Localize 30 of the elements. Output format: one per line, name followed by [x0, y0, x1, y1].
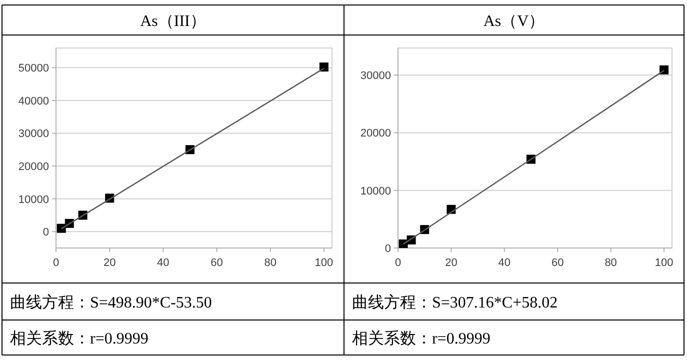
x-tick-label: 80: [604, 257, 617, 269]
y-tick-label: 20000: [360, 128, 391, 140]
y-tick-label: 10000: [360, 185, 391, 198]
text: 曲线方程：S=498.90*C-53.50: [10, 294, 212, 312]
x-tick-label: 0: [394, 257, 402, 269]
x-tick-label: 100: [314, 257, 334, 269]
y-tick-label: 20000: [18, 161, 49, 174]
point: [660, 65, 669, 74]
x-tick-label: 100: [654, 257, 674, 269]
x-tick-label: 20: [445, 257, 458, 269]
chart-title: As（V）: [483, 13, 545, 30]
x-tick-label: 20: [103, 257, 116, 269]
x-tick-label: 40: [157, 257, 170, 269]
y-tick-label: 30000: [360, 70, 391, 82]
y-tick-label: 10000: [18, 194, 49, 206]
chart-title: As（III）: [140, 13, 206, 30]
x-tick-label: 80: [264, 257, 276, 269]
y-tick-label: 50000: [18, 62, 49, 75]
x-tick-label: 40: [498, 257, 511, 269]
x-tick-label: 60: [210, 257, 223, 269]
text: 相关系数：r=0.9999: [10, 330, 148, 348]
y-tick-label: 30000: [18, 128, 49, 140]
text: 相关系数：r=0.9999: [352, 330, 490, 348]
text: 曲线方程：S=307.16*C+58.02: [352, 294, 558, 312]
y-tick-label: 40000: [18, 95, 49, 108]
point: [319, 62, 328, 72]
y-tick-label: 0: [384, 243, 391, 255]
x-tick-label: 0: [52, 257, 60, 269]
x-tick-label: 60: [551, 257, 564, 269]
y-tick-label: 0: [42, 226, 49, 239]
